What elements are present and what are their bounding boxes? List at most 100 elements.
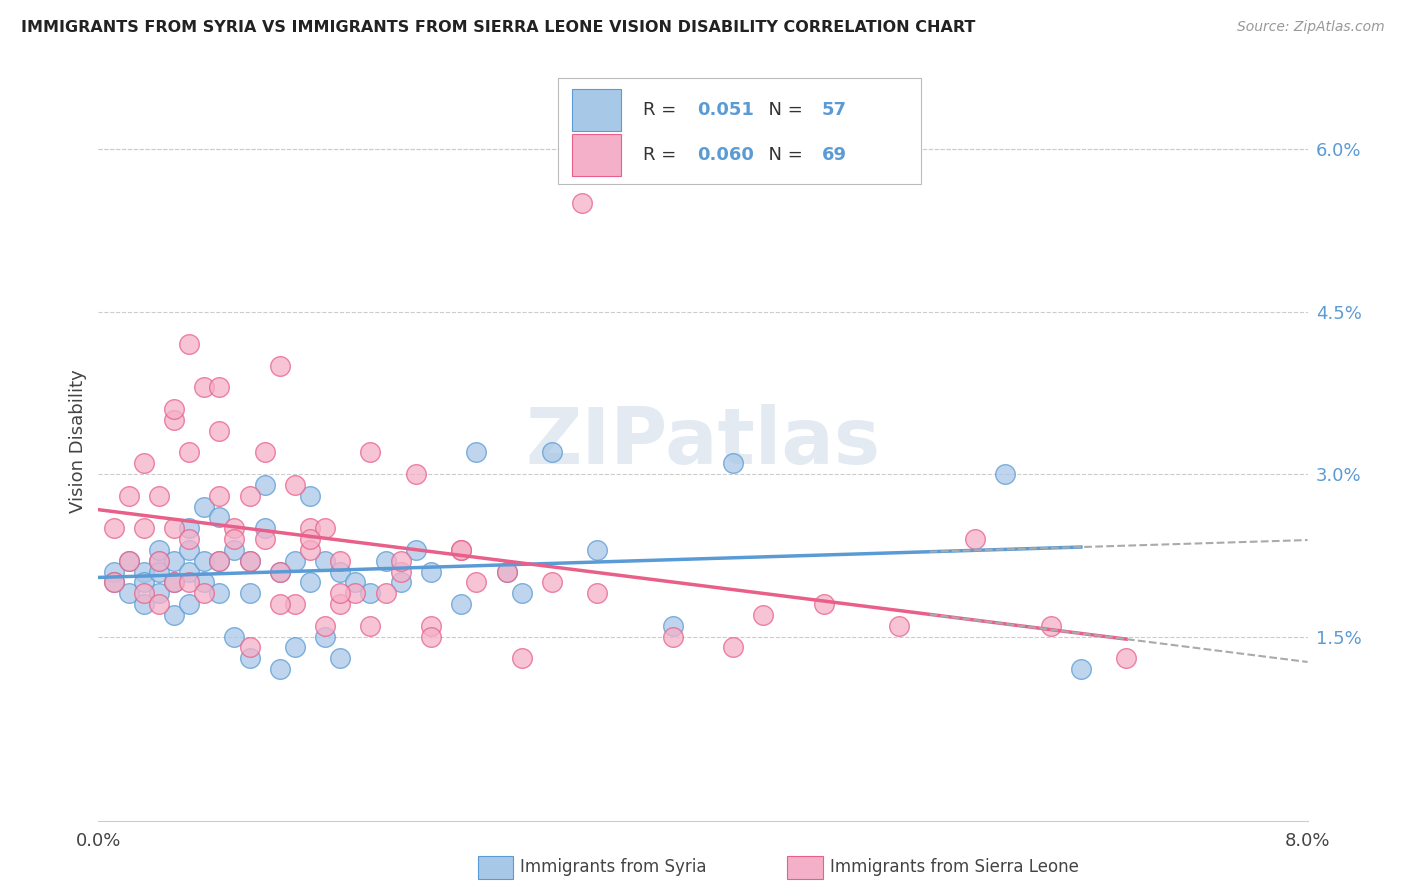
Point [450, 542, 472, 557]
Point [193, 554, 215, 568]
Point [314, 618, 336, 632]
Point [118, 554, 141, 568]
Point [148, 554, 170, 568]
Point [132, 521, 155, 535]
Text: R =: R = [643, 101, 682, 119]
Point [299, 532, 322, 546]
Text: IMMIGRANTS FROM SYRIA VS IMMIGRANTS FROM SIERRA LEONE VISION DISABILITY CORRELAT: IMMIGRANTS FROM SYRIA VS IMMIGRANTS FROM… [21, 20, 976, 35]
Point [465, 445, 488, 459]
Point [420, 565, 443, 579]
Point [118, 489, 141, 503]
Point [148, 565, 170, 579]
Point [450, 542, 472, 557]
Text: 0.060: 0.060 [697, 146, 754, 164]
Point [329, 554, 352, 568]
Point [405, 542, 427, 557]
Point [253, 445, 276, 459]
Point [495, 565, 517, 579]
Point [389, 575, 412, 590]
Point [360, 445, 382, 459]
Point [148, 597, 170, 611]
Point [193, 380, 215, 394]
Point [405, 467, 427, 481]
Point [224, 532, 246, 546]
Point [132, 456, 155, 470]
Point [193, 586, 215, 600]
Point [314, 630, 336, 644]
Point [661, 630, 683, 644]
Point [148, 542, 170, 557]
Point [179, 337, 201, 351]
Point [284, 597, 307, 611]
Text: Immigrants from Sierra Leone: Immigrants from Sierra Leone [830, 858, 1078, 876]
Point [994, 467, 1017, 481]
Point [450, 597, 472, 611]
Point [179, 597, 201, 611]
Point [239, 554, 262, 568]
FancyBboxPatch shape [572, 135, 621, 177]
Point [193, 575, 215, 590]
Point [1115, 651, 1137, 665]
Point [284, 640, 307, 655]
Point [314, 554, 336, 568]
Point [344, 575, 367, 590]
Point [148, 586, 170, 600]
Point [723, 640, 745, 655]
Point [132, 565, 155, 579]
Point [329, 586, 352, 600]
Point [208, 586, 231, 600]
Point [495, 565, 517, 579]
Point [179, 445, 201, 459]
Point [163, 413, 186, 427]
Point [239, 554, 262, 568]
Point [163, 402, 186, 417]
Point [752, 607, 775, 622]
Point [540, 445, 562, 459]
Point [224, 542, 246, 557]
Point [510, 651, 533, 665]
Point [103, 575, 125, 590]
Point [299, 521, 322, 535]
Point [208, 489, 231, 503]
Point [179, 521, 201, 535]
Point [132, 575, 155, 590]
Point [118, 554, 141, 568]
Point [208, 554, 231, 568]
Point [224, 630, 246, 644]
Point [148, 489, 170, 503]
Point [118, 586, 141, 600]
Point [299, 542, 322, 557]
Point [179, 542, 201, 557]
FancyBboxPatch shape [558, 78, 921, 184]
Point [269, 565, 291, 579]
Point [163, 575, 186, 590]
Point [269, 359, 291, 373]
Point [163, 521, 186, 535]
Point [103, 521, 125, 535]
Point [813, 597, 835, 611]
Text: 0.051: 0.051 [697, 101, 754, 119]
Point [360, 586, 382, 600]
Point [374, 554, 396, 568]
Point [389, 554, 412, 568]
Text: N =: N = [758, 146, 808, 164]
Point [284, 478, 307, 492]
Point [269, 597, 291, 611]
Point [253, 532, 276, 546]
Point [723, 456, 745, 470]
Point [360, 618, 382, 632]
Point [420, 630, 443, 644]
Point [299, 575, 322, 590]
Point [329, 597, 352, 611]
Point [208, 510, 231, 524]
Text: 69: 69 [821, 146, 846, 164]
Point [389, 565, 412, 579]
Point [420, 618, 443, 632]
Point [329, 651, 352, 665]
Point [329, 565, 352, 579]
Point [208, 554, 231, 568]
Point [132, 597, 155, 611]
Point [374, 586, 396, 600]
FancyBboxPatch shape [572, 89, 621, 130]
Point [239, 640, 262, 655]
